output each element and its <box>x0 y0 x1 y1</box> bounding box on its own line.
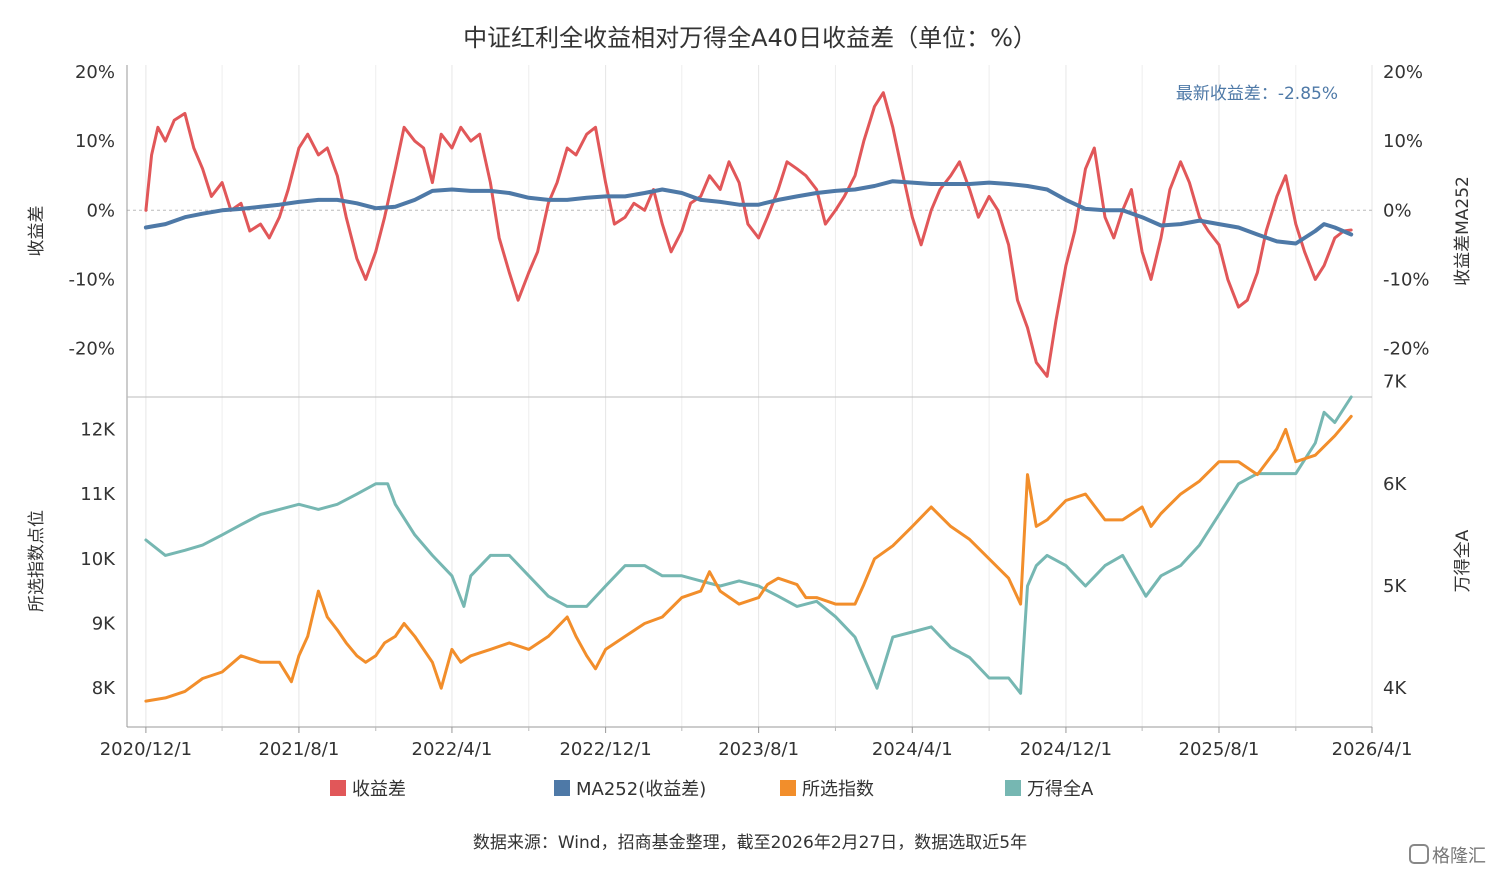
legend-swatch <box>780 780 796 796</box>
x-tick-label-2022-4-1: 2022/4/1 <box>412 739 493 760</box>
top-left-tick-label: 10% <box>75 131 115 152</box>
watermark-text: 格隆汇 <box>1432 846 1486 867</box>
legend-swatch <box>330 780 346 796</box>
bottom-left-tick-label: 8K <box>92 678 116 699</box>
bottom-right-tick-label: 7K <box>1383 372 1407 393</box>
top-right-tick-label: 10% <box>1383 131 1423 152</box>
bottom-left-tick-label: 9K <box>92 613 116 634</box>
top-y-axis-left: 20% 10% 0% -10% -20% <box>68 62 115 360</box>
series-lines <box>143 91 1354 703</box>
bottom-left-tick-label: 12K <box>80 419 116 440</box>
top-left-tick-label: 0% <box>86 200 115 221</box>
x-tick-label-2020-12-1: 2020/12/1 <box>100 739 192 760</box>
top-right-tick-label: 20% <box>1383 62 1423 83</box>
series-line- <box>144 91 1353 378</box>
x-tick-label-2024-4-1: 2024/4/1 <box>872 739 953 760</box>
bottom-right-tick-label: 6K <box>1383 474 1407 495</box>
bottom-right-tick-label: 4K <box>1383 678 1407 699</box>
watermark-logo: 格隆汇 <box>1409 844 1486 867</box>
x-tick-label-2023-8-1: 2023/8/1 <box>718 739 799 760</box>
legend-swatch <box>1005 780 1021 796</box>
bottom-right-axis-label: 万得全A <box>1453 529 1473 592</box>
series-line-MA252 <box>143 179 1354 246</box>
bottom-y-axis-right: 7K 6K 5K 4K <box>1383 372 1407 700</box>
top-right-tick-label: -20% <box>1383 339 1430 360</box>
bottom-left-tick-label: 11K <box>80 484 116 505</box>
x-tick-label-2024-12-1: 2024/12/1 <box>1020 739 1112 760</box>
legend-label: 所选指数 <box>802 779 874 800</box>
legend-label: MA252(收益差) <box>576 779 706 800</box>
top-left-tick-label: -20% <box>68 339 115 360</box>
legend-label: 收益差 <box>352 779 406 800</box>
plot-frame <box>126 65 1372 728</box>
bottom-left-axis-label: 所选指数点位 <box>27 510 47 612</box>
top-left-tick-label: 20% <box>75 62 115 83</box>
top-left-axis-label: 收益差 <box>27 206 47 257</box>
bottom-right-tick-label: 5K <box>1383 576 1407 597</box>
top-right-tick-label: -10% <box>1383 269 1430 290</box>
x-tick-label-2021-8-1: 2021/8/1 <box>258 739 339 760</box>
series-line- <box>144 414 1353 703</box>
chart-title: 中证红利全收益相对万得全A40日收益差（单位：%） <box>463 24 1037 52</box>
x-tick-label-2025-8-1: 2025/8/1 <box>1179 739 1260 760</box>
top-right-axis-label: 收益差MA252 <box>1453 176 1473 286</box>
x-axis: 2020/12/1 2021/8/1 2022/4/1 2022/12/1 2023/8… <box>100 727 1413 760</box>
top-right-tick-label: 0% <box>1383 200 1412 221</box>
legend-swatch <box>554 780 570 796</box>
top-left-tick-label: -10% <box>68 269 115 290</box>
source-note: 数据来源：Wind，招商基金整理，截至2026年2月27日，数据选取近5年 <box>473 833 1027 853</box>
legend-label: 万得全A <box>1027 779 1094 800</box>
top-y-axis-right: 20% 10% 0% -10% -20% <box>1383 62 1430 360</box>
bottom-y-axis-left: 12K 11K 10K 9K 8K <box>80 419 116 699</box>
x-tick-label-2026-4-1: 2026/4/1 <box>1332 739 1413 760</box>
grid <box>127 65 1373 727</box>
legend: 收益差 MA252(收益差) 所选指数 万得全A <box>330 779 1094 800</box>
x-tick-label-2022-12-1: 2022/12/1 <box>559 739 651 760</box>
bottom-left-tick-label: 10K <box>80 549 116 570</box>
latest-spread-annotation: 最新收益差：-2.85% <box>1176 84 1338 104</box>
series-line-A <box>144 395 1353 695</box>
